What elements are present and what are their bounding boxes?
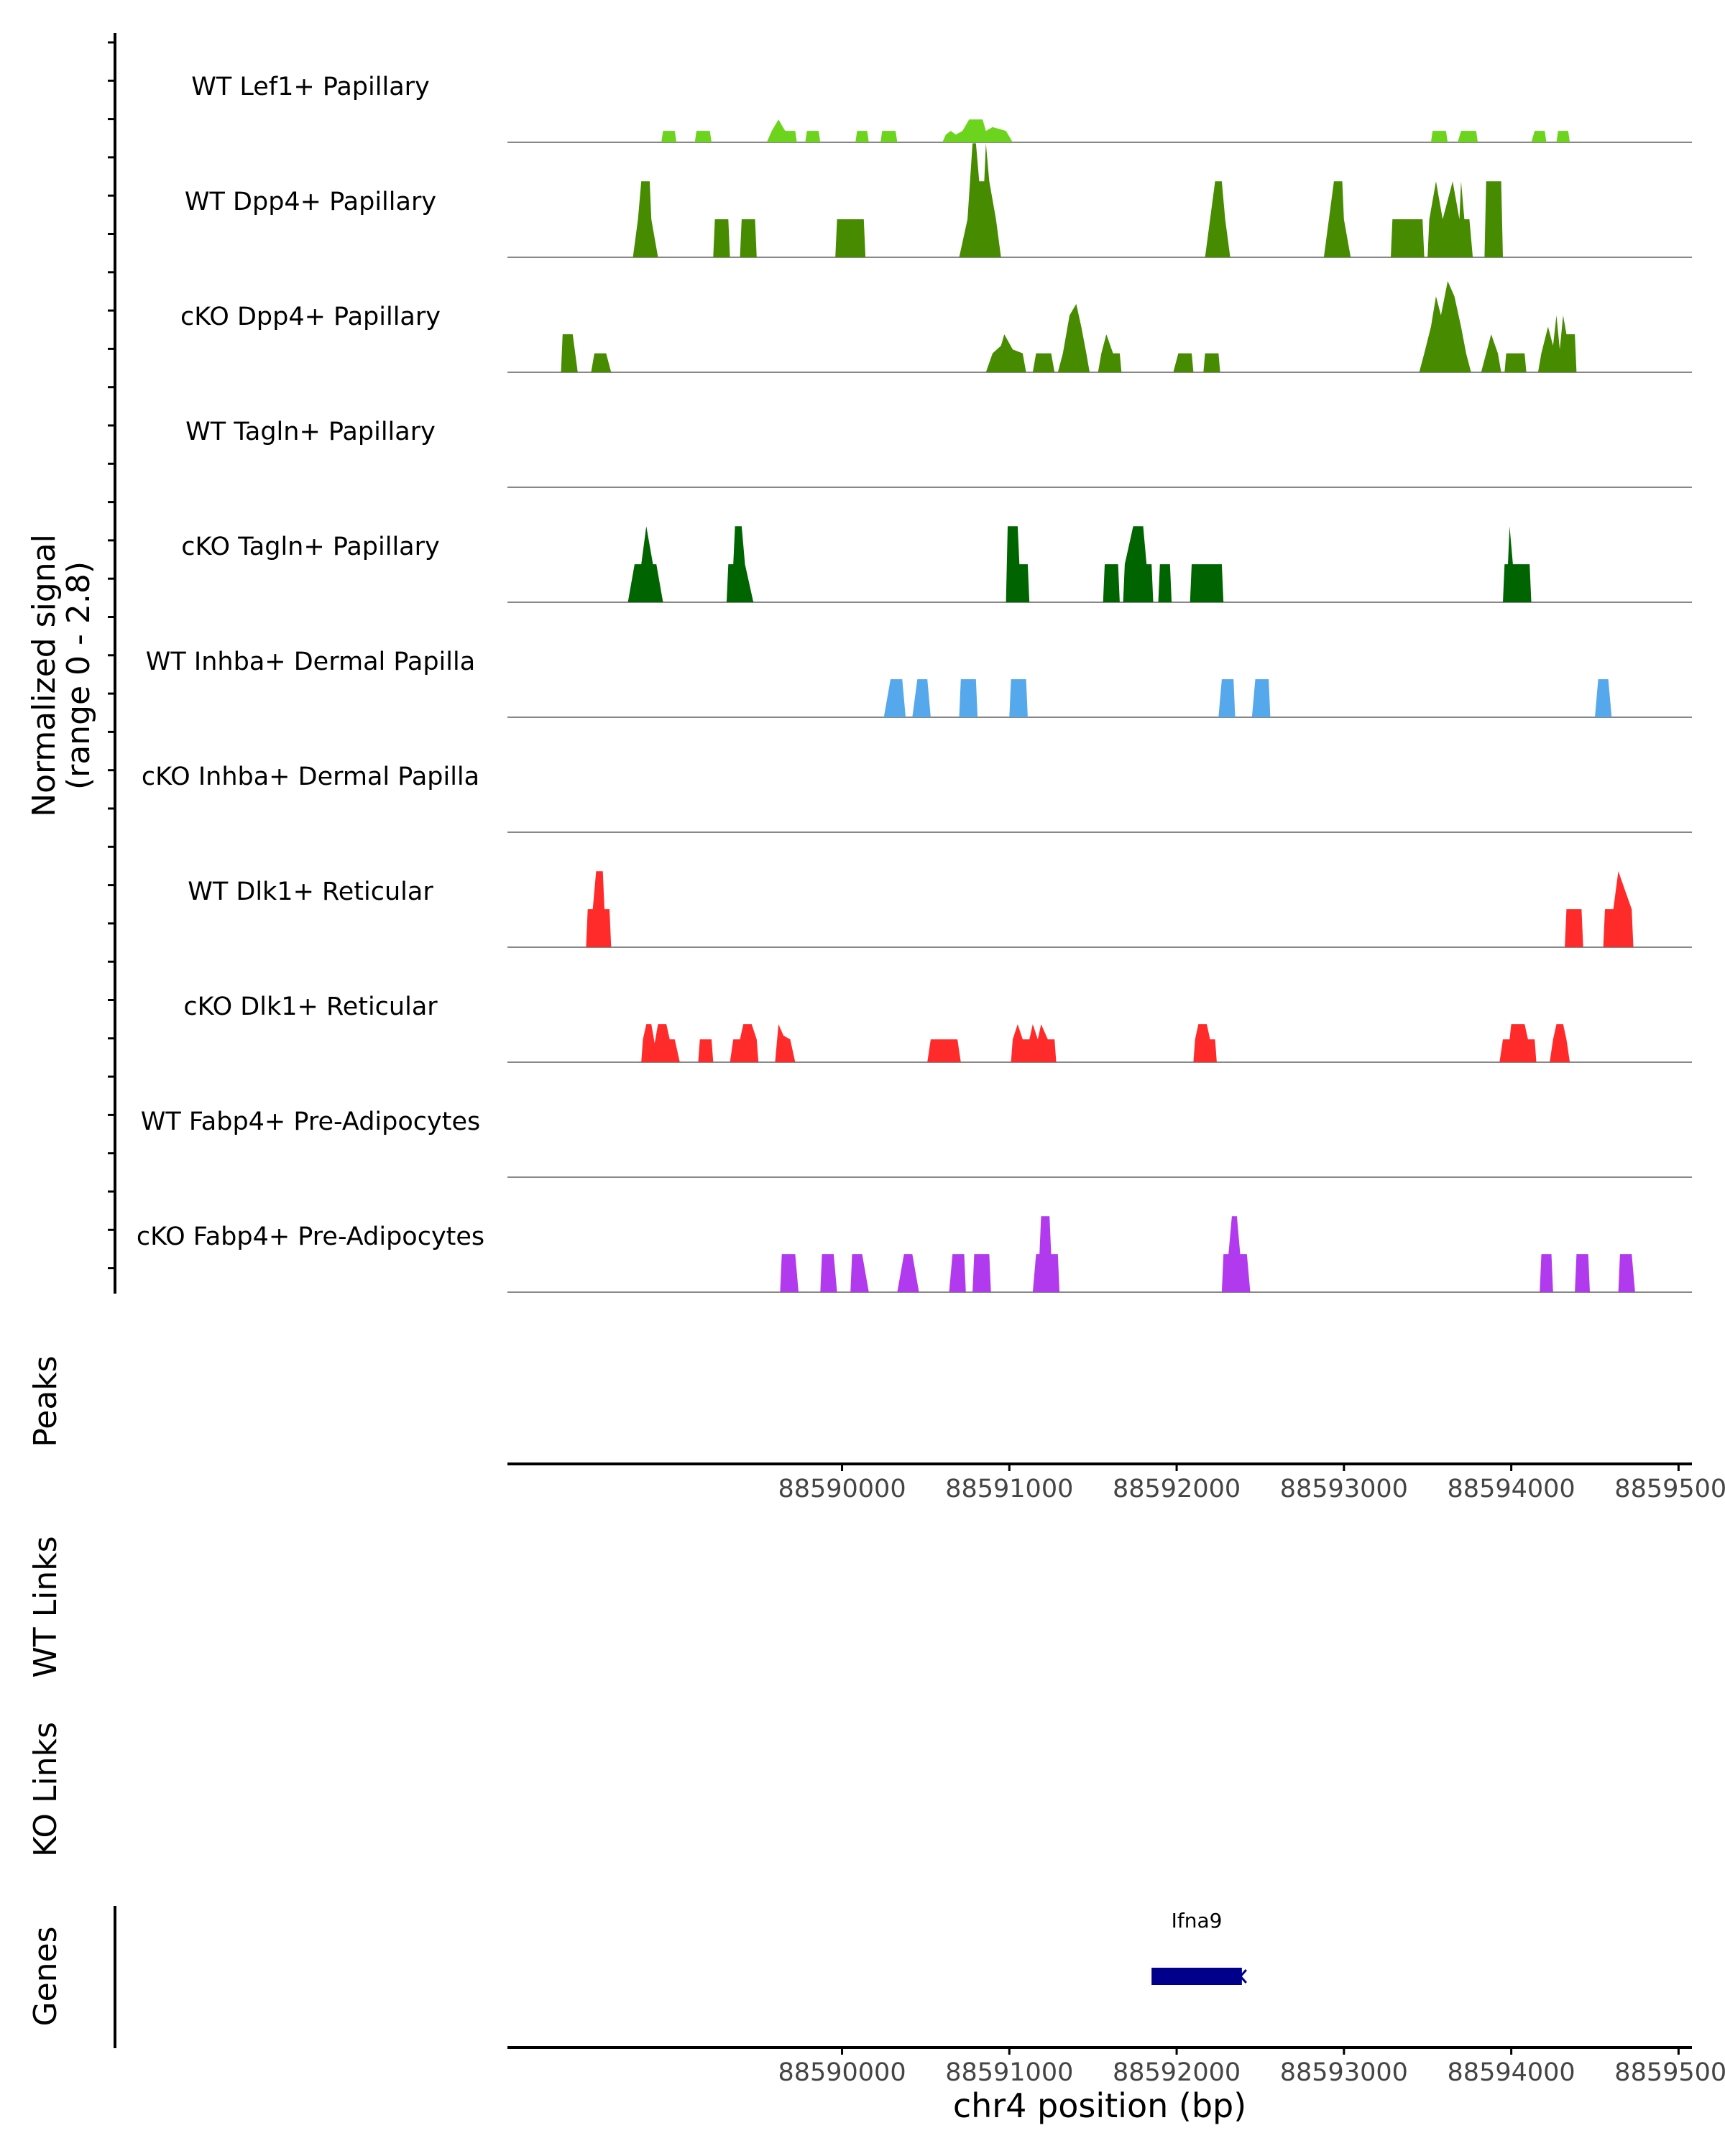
x-tick-label: 88593000 — [1280, 2058, 1408, 2087]
gene-body — [1151, 1968, 1242, 1985]
panel-label-genes: Genes — [27, 1926, 64, 2026]
signal-area — [883, 679, 1612, 717]
gene-strand-arrow-icon — [1238, 1969, 1247, 1984]
x-tick-label: 88595000 — [1614, 1475, 1725, 1503]
track-cko-dlk1-reticular: cKO Dlk1+ Reticular — [183, 992, 1692, 1063]
panel-label-ko-links: KO Links — [27, 1722, 64, 1857]
track-wt-dpp4-papillary: WT Dpp4+ Papillary — [185, 143, 1692, 258]
track-label: cKO Dlk1+ Reticular — [183, 992, 438, 1021]
y-axis-range-label: (range 0 - 2.8) — [60, 561, 97, 790]
x-tick-label: 88592000 — [1113, 1475, 1241, 1503]
track-wt-dlk1-reticular: WT Dlk1+ Reticular — [188, 871, 1692, 948]
track-wt-lef1-papillary: WT Lef1+ Papillary — [191, 73, 1692, 143]
x-tick-label: 88593000 — [1280, 1475, 1408, 1503]
track-label: cKO Inhba+ Dermal Papilla — [142, 763, 479, 791]
signal-area — [561, 281, 1577, 372]
track-cko-tagln-papillary: cKO Tagln+ Papillary — [181, 526, 1692, 603]
x-tick-label: 88590000 — [778, 1475, 906, 1503]
track-label: WT Lef1+ Papillary — [191, 73, 430, 101]
track-wt-tagln-papillary: WT Tagln+ Papillary — [185, 418, 1692, 488]
signal-area — [780, 1216, 1635, 1292]
x-tick-label: 88590000 — [778, 2058, 906, 2087]
track-label: WT Dlk1+ Reticular — [188, 877, 433, 906]
x-tick-label: 88594000 — [1448, 1475, 1576, 1503]
x-tick-label: 88595000 — [1614, 2058, 1725, 2087]
track-cko-inhba-dermal-papilla: cKO Inhba+ Dermal Papilla — [142, 763, 1692, 833]
track-label: WT Inhba+ Dermal Papilla — [146, 648, 475, 676]
track-label: WT Fabp4+ Pre-Adipocytes — [141, 1107, 480, 1136]
track-wt-fabp4-pre-adipocytes: WT Fabp4+ Pre-Adipocytes — [141, 1107, 1692, 1178]
track-wt-inhba-dermal-papilla: WT Inhba+ Dermal Papilla — [146, 648, 1692, 718]
track-label: cKO Fabp4+ Pre-Adipocytes — [137, 1222, 484, 1251]
track-label: WT Tagln+ Papillary — [185, 418, 436, 446]
signal-area — [661, 119, 1570, 142]
x-tick-label: 88594000 — [1448, 2058, 1576, 2087]
signal-area — [586, 871, 1634, 947]
track-label: WT Dpp4+ Papillary — [185, 188, 436, 216]
track-cko-dpp4-papillary: cKO Dpp4+ Papillary — [180, 281, 1692, 373]
x-tick-label: 88591000 — [945, 1475, 1073, 1503]
signal-area — [632, 143, 1503, 257]
x-axis-label: chr4 position (bp) — [953, 2086, 1246, 2125]
x-tick-label: 88592000 — [1113, 2058, 1241, 2087]
gene-ifna9: Ifna9 — [1151, 1909, 1247, 1985]
signal-area — [627, 526, 1532, 602]
track-label: cKO Tagln+ Papillary — [181, 533, 440, 561]
x-tick-label: 88591000 — [945, 2058, 1073, 2087]
track-label: cKO Dpp4+ Papillary — [180, 303, 441, 331]
panel-label-wt-links: WT Links — [27, 1536, 64, 1677]
gene-label: Ifna9 — [1172, 1909, 1223, 1932]
signal-area — [641, 1024, 1570, 1062]
y-axis-label: Normalized signal — [26, 534, 63, 817]
track-cko-fabp4-pre-adipocytes: cKO Fabp4+ Pre-Adipocytes — [137, 1216, 1692, 1293]
panel-label-peaks: Peaks — [27, 1355, 64, 1447]
